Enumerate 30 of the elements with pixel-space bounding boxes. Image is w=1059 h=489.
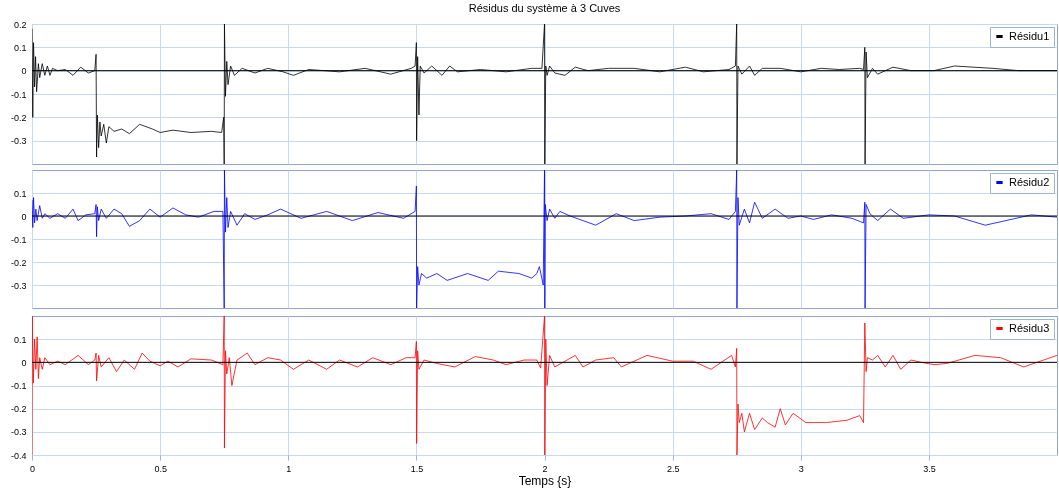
y-tick-label: -0.1 [10, 89, 27, 100]
chart-title: Résidus du système à 3 Cuves [468, 2, 621, 14]
y-tick-label: 0.1 [13, 188, 27, 199]
y-tick-label: 0.2 [13, 19, 27, 30]
x-axis-title: Temps {s} [518, 473, 572, 488]
y-tick-label: 0.1 [13, 42, 27, 53]
y-tick-label: -0.2 [10, 112, 27, 123]
y-tick-label: -0.4 [10, 450, 27, 461]
y-tick-label: 0 [21, 357, 27, 368]
legend-label: Résidu2 [1009, 175, 1050, 188]
y-tick-label: -0.1 [10, 381, 27, 391]
y-tick-label: 0.1 [13, 334, 27, 345]
y-tick-label: -0.3 [10, 427, 27, 438]
x-tick-label: 0.5 [154, 463, 167, 474]
x-tick-label: 2 [542, 463, 548, 474]
y-tick-label: -0.2 [10, 257, 27, 268]
y-tick-label: -0.2 [10, 404, 27, 415]
legend-label: Résidu3 [1009, 321, 1050, 334]
x-tick-label: 0 [29, 463, 36, 474]
y-tick-label: -0.3 [10, 280, 27, 291]
x-tick-label: 1.5 [410, 463, 424, 474]
y-tick-label: 0 [21, 66, 27, 77]
x-tick-label: 2.5 [666, 463, 680, 474]
y-tick-label: 0 [21, 211, 27, 222]
legend-label: Résidu1 [1009, 29, 1050, 42]
y-tick-label: -0.1 [10, 234, 27, 245]
x-tick-label: 3 [798, 463, 804, 474]
y-tick-label: -0.3 [10, 136, 27, 147]
x-tick-label: 3.5 [923, 463, 936, 474]
x-tick-label: 1 [286, 463, 292, 474]
